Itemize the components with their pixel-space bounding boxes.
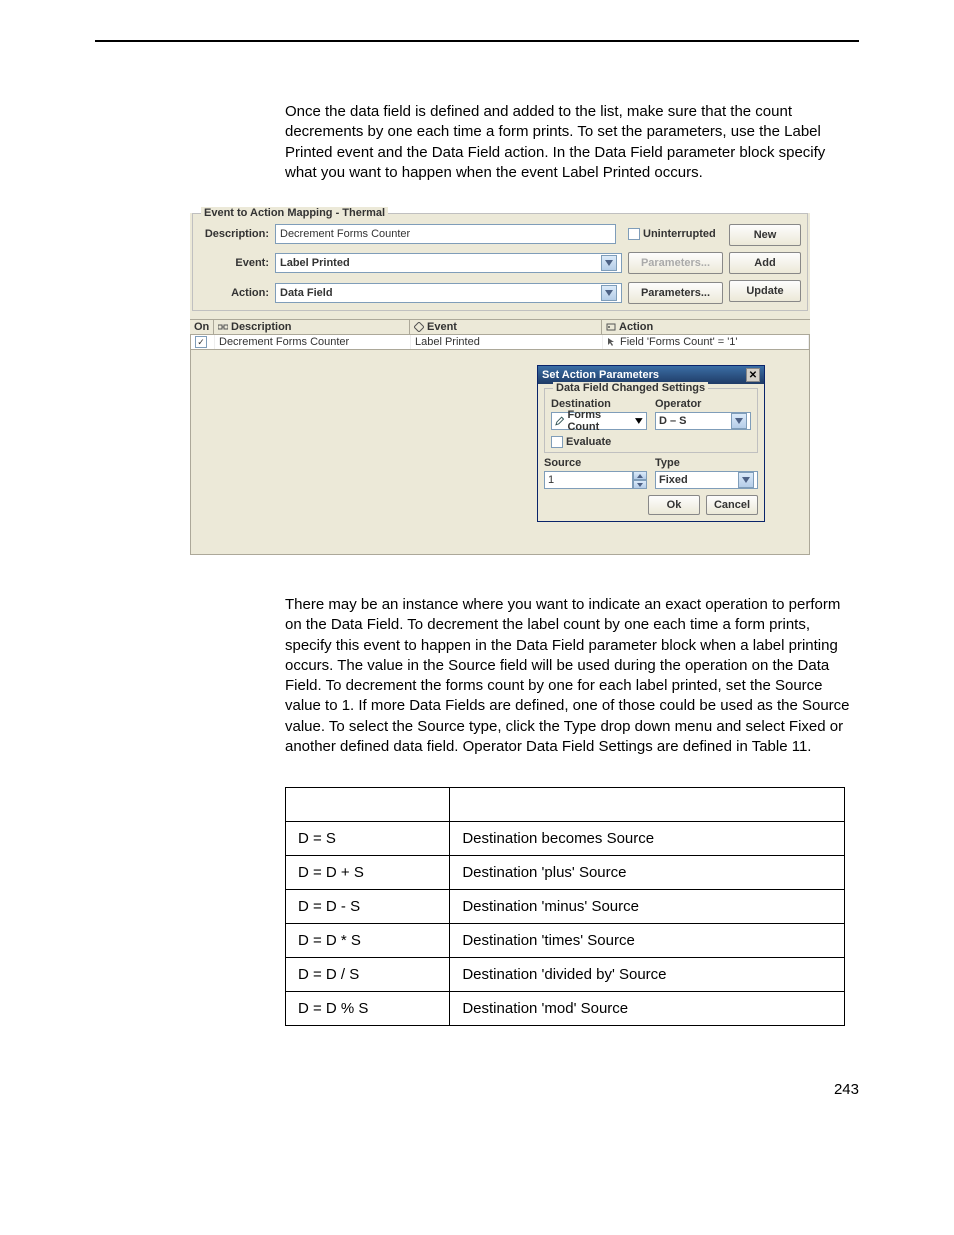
page-number: 243 — [95, 1081, 859, 1098]
table-row: D = D * SDestination 'times' Source — [286, 924, 845, 958]
chevron-down-icon — [731, 413, 747, 429]
source-label: Source — [544, 457, 647, 469]
spinner-up[interactable] — [633, 471, 647, 480]
action-label: Action: — [199, 287, 269, 299]
action-dropdown[interactable]: Data Field — [275, 283, 622, 303]
ok-button[interactable]: Ok — [648, 495, 700, 515]
action-icon — [606, 322, 616, 332]
link-icon — [218, 322, 228, 332]
type-dropdown[interactable]: Fixed — [655, 471, 758, 489]
set-action-parameters-dialog: Set Action Parameters ✕ Data Field Chang… — [537, 365, 765, 522]
paragraph-1: Once the data field is defined and added… — [285, 102, 859, 183]
operator-label: Operator — [655, 398, 751, 410]
col-action[interactable]: Action — [602, 320, 810, 334]
event-label: Event: — [199, 257, 269, 269]
op-header-operator — [286, 788, 450, 822]
event-dropdown[interactable]: Label Printed — [275, 253, 622, 273]
col-description[interactable]: Description — [214, 320, 410, 334]
panel-legend: Event to Action Mapping - Thermal — [201, 207, 388, 219]
dialog-title: Set Action Parameters — [542, 369, 659, 381]
table-row: D = D / SDestination 'divided by' Source — [286, 958, 845, 992]
new-button[interactable]: New — [729, 224, 801, 246]
dialog-group-legend: Data Field Changed Settings — [553, 382, 708, 394]
row-checkbox[interactable] — [195, 336, 207, 348]
uninterrupted-checkbox[interactable]: Uninterrupted — [628, 228, 723, 240]
table-row: D = D % SDestination 'mod' Source — [286, 992, 845, 1026]
col-on[interactable]: On — [190, 320, 214, 334]
table-row: D = SDestination becomes Source — [286, 822, 845, 856]
spinner-down[interactable] — [633, 480, 647, 489]
add-button[interactable]: Add — [729, 252, 801, 274]
table-row: D = D + SDestination 'plus' Source — [286, 856, 845, 890]
operator-dropdown[interactable]: D – S — [655, 412, 751, 430]
type-label: Type — [655, 457, 758, 469]
pencil-icon — [555, 416, 564, 426]
table-row: D = D - SDestination 'minus' Source — [286, 890, 845, 924]
paragraph-2: There may be an instance where you want … — [285, 595, 859, 757]
source-input[interactable]: 1 — [544, 471, 633, 489]
description-input[interactable]: Decrement Forms Counter — [275, 224, 616, 244]
chevron-down-icon — [601, 285, 617, 301]
evaluate-checkbox[interactable]: Evaluate — [551, 436, 611, 448]
diamond-icon — [414, 322, 424, 332]
close-icon[interactable]: ✕ — [746, 368, 760, 382]
chevron-down-icon — [601, 255, 617, 271]
col-event[interactable]: Event — [410, 320, 602, 334]
table-row[interactable]: Decrement Forms Counter Label Printed Fi… — [190, 335, 810, 350]
destination-dropdown[interactable]: Forms Count — [551, 412, 647, 430]
operator-table: D = SDestination becomes Source D = D + … — [285, 787, 845, 1026]
update-button[interactable]: Update — [729, 280, 801, 302]
event-parameters-button: Parameters... — [628, 252, 723, 274]
cursor-icon — [607, 337, 617, 347]
description-label: Description: — [199, 228, 269, 240]
op-header-desc — [450, 788, 845, 822]
chevron-down-icon — [738, 472, 754, 488]
page-rule — [95, 40, 859, 42]
cancel-button[interactable]: Cancel — [706, 495, 758, 515]
chevron-down-icon — [635, 418, 643, 424]
action-parameters-button[interactable]: Parameters... — [628, 282, 723, 304]
event-action-screenshot: Event to Action Mapping - Thermal Descri… — [190, 213, 810, 555]
